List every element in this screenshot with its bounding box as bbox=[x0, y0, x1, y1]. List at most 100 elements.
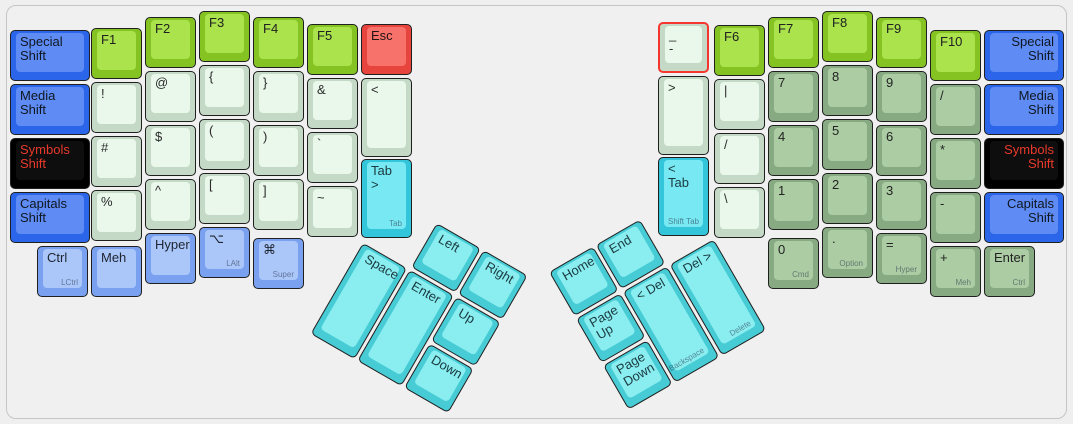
key-num-8[interactable]: 8 bbox=[822, 65, 873, 116]
key-percent[interactable]: % bbox=[91, 190, 142, 241]
keycap-top: = Hyper bbox=[882, 236, 921, 275]
key-num-9[interactable]: 9 bbox=[876, 71, 927, 122]
keycap-top: Capitals Shift bbox=[16, 195, 84, 234]
key-f7[interactable]: F7 bbox=[768, 17, 819, 68]
key-minus[interactable]: - bbox=[930, 192, 981, 243]
key-label: Media Shift bbox=[20, 88, 56, 118]
key-plus[interactable]: + Meh bbox=[930, 246, 981, 297]
key-sublabel: LAlt bbox=[226, 259, 240, 268]
key-label: & bbox=[317, 82, 326, 97]
keycap-top: F7 bbox=[774, 20, 813, 59]
key-bracket-open[interactable]: [ bbox=[199, 173, 250, 224]
key-label: / bbox=[940, 88, 944, 103]
key-ampersand[interactable]: & bbox=[307, 78, 358, 129]
keycap-top: . Option bbox=[828, 230, 867, 269]
key-num-2[interactable]: 2 bbox=[822, 173, 873, 224]
key-f4[interactable]: F4 bbox=[253, 17, 304, 68]
key-period[interactable]: . Option bbox=[822, 227, 873, 278]
key-greater-than[interactable]: > bbox=[658, 76, 709, 155]
key-num-1[interactable]: 1 bbox=[768, 179, 819, 230]
key-f3[interactable]: F3 bbox=[199, 11, 250, 62]
keycap-top: @ bbox=[151, 74, 190, 113]
keycap-top: F9 bbox=[882, 20, 921, 59]
key-num-4[interactable]: 4 bbox=[768, 125, 819, 176]
key-f2[interactable]: F2 bbox=[145, 17, 196, 68]
key-label: # bbox=[101, 140, 109, 155]
key-media-shift-right[interactable]: Media Shift bbox=[984, 84, 1064, 135]
key-esc[interactable]: Esc bbox=[361, 24, 412, 75]
keycap-top: * bbox=[936, 141, 975, 180]
keycap-top: Symbols Shift bbox=[16, 141, 84, 180]
key-tab[interactable]: Tab > Tab bbox=[361, 159, 412, 238]
keycap-top: F5 bbox=[313, 27, 352, 66]
key-label: ⌘ bbox=[263, 242, 276, 257]
key-f8[interactable]: F8 bbox=[822, 11, 873, 62]
key-label: ⌥ bbox=[209, 231, 224, 246]
key-label: Capitals Shift bbox=[20, 196, 67, 226]
key-label: ( bbox=[209, 123, 214, 138]
key-hyper-left[interactable]: Hyper bbox=[145, 233, 196, 284]
key-sublabel: Backspace bbox=[667, 345, 706, 374]
keycap-top: 8 bbox=[828, 68, 867, 107]
key-brace-close[interactable]: } bbox=[253, 71, 304, 122]
keycap-top: F6 bbox=[720, 28, 759, 67]
key-label: F5 bbox=[317, 28, 333, 43]
key-backtick[interactable]: ` bbox=[307, 132, 358, 183]
key-label: 4 bbox=[778, 129, 786, 144]
key-numpad-slash[interactable]: / bbox=[930, 84, 981, 135]
key-num-7[interactable]: 7 bbox=[768, 71, 819, 122]
keycap-top: Capitals Shift bbox=[990, 195, 1058, 234]
key-symbols-shift-right[interactable]: Symbols Shift bbox=[984, 138, 1064, 189]
key-caret[interactable]: ^ bbox=[145, 179, 196, 230]
key-shift-tab[interactable]: < Tab Shift Tab bbox=[658, 157, 709, 236]
key-at-sign[interactable]: @ bbox=[145, 71, 196, 122]
key-tilde[interactable]: ~ bbox=[307, 186, 358, 237]
keycap-top: 4 bbox=[774, 128, 813, 167]
keycap-top: 3 bbox=[882, 182, 921, 221]
key-brace-open[interactable]: { bbox=[199, 65, 250, 116]
key-pipe[interactable]: | bbox=[714, 79, 765, 130]
key-less-than[interactable]: < bbox=[361, 78, 412, 157]
key-special-shift-left[interactable]: Special Shift bbox=[10, 30, 90, 81]
key-dash-underscore[interactable]: _ - bbox=[658, 22, 709, 73]
key-label: F7 bbox=[778, 21, 794, 36]
key-sublabel: Shift Tab bbox=[668, 217, 699, 226]
key-f1[interactable]: F1 bbox=[91, 28, 142, 79]
key-label: Meh bbox=[101, 250, 127, 265]
key-asterisk[interactable]: * bbox=[930, 138, 981, 189]
key-hash[interactable]: # bbox=[91, 136, 142, 187]
key-slash[interactable]: / bbox=[714, 133, 765, 184]
keycap-top: ` bbox=[313, 135, 352, 174]
key-num-3[interactable]: 3 bbox=[876, 179, 927, 230]
keycap-top: ( bbox=[205, 122, 244, 161]
key-equals[interactable]: = Hyper bbox=[876, 233, 927, 284]
key-label: Space bbox=[362, 251, 402, 283]
key-label: } bbox=[263, 75, 268, 90]
key-symbols-shift-left[interactable]: Symbols Shift bbox=[10, 138, 90, 189]
key-exclamation[interactable]: ! bbox=[91, 82, 142, 133]
keycap-top: Page Down bbox=[609, 345, 663, 399]
key-meh-left[interactable]: Meh bbox=[91, 246, 142, 297]
key-bracket-close[interactable]: ] bbox=[253, 179, 304, 230]
keycap-top: ~ bbox=[313, 189, 352, 228]
key-f5[interactable]: F5 bbox=[307, 24, 358, 75]
key-super[interactable]: ⌘ Super bbox=[253, 238, 304, 289]
key-num-6[interactable]: 6 bbox=[876, 125, 927, 176]
key-capitals-shift-right[interactable]: Capitals Shift bbox=[984, 192, 1064, 243]
key-enter-right[interactable]: Enter Ctrl bbox=[984, 246, 1035, 297]
key-ctrl-left[interactable]: Ctrl LCtrl bbox=[37, 246, 88, 297]
key-num-0[interactable]: 0 Cmd bbox=[768, 238, 819, 289]
key-capitals-shift-left[interactable]: Capitals Shift bbox=[10, 192, 90, 243]
key-special-shift-right[interactable]: Special Shift bbox=[984, 30, 1064, 81]
key-media-shift-left[interactable]: Media Shift bbox=[10, 84, 90, 135]
key-f6[interactable]: F6 bbox=[714, 25, 765, 76]
key-num-5[interactable]: 5 bbox=[822, 119, 873, 170]
key-lalt[interactable]: ⌥ LAlt bbox=[199, 227, 250, 278]
key-dollar[interactable]: $ bbox=[145, 125, 196, 176]
key-f9[interactable]: F9 bbox=[876, 17, 927, 68]
key-paren-close[interactable]: ) bbox=[253, 125, 304, 176]
key-backslash[interactable]: \ bbox=[714, 187, 765, 238]
key-label: \ bbox=[724, 191, 728, 206]
key-f10[interactable]: F10 bbox=[930, 30, 981, 81]
key-paren-open[interactable]: ( bbox=[199, 119, 250, 170]
